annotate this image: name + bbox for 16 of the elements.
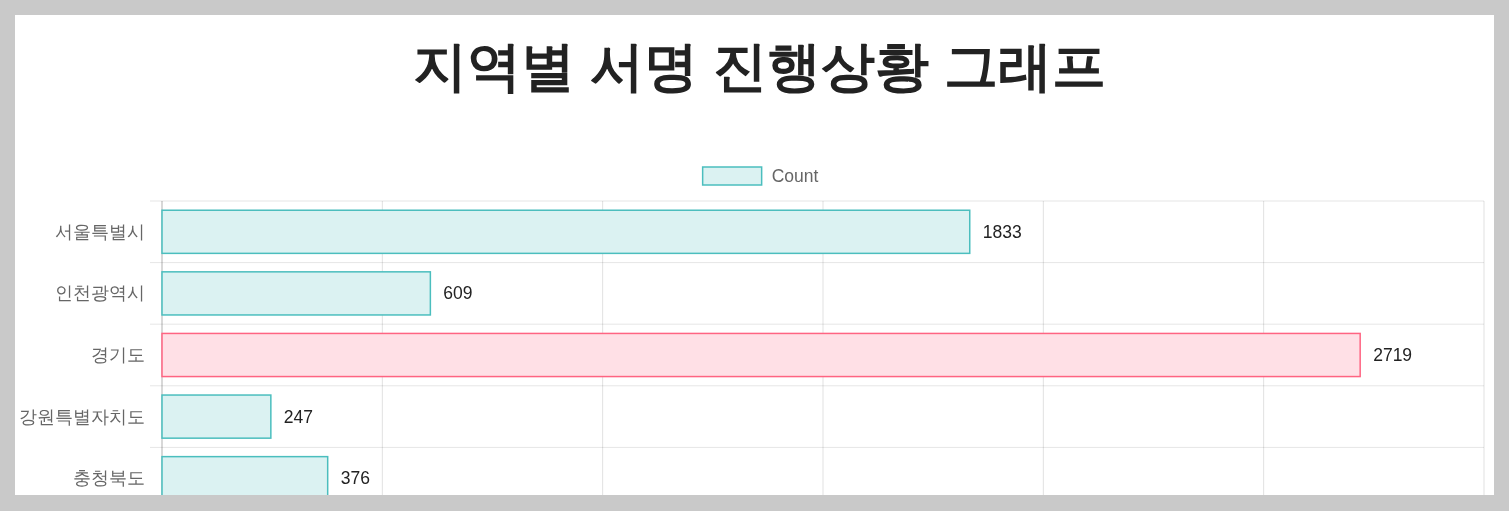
data-label: 2719	[1373, 345, 1413, 365]
bar	[161, 394, 272, 439]
data-label: 247	[283, 406, 314, 427]
bar	[161, 209, 971, 255]
y-tick-label: 충청북도	[73, 468, 145, 489]
data-label: 376	[340, 468, 370, 489]
bar	[161, 271, 432, 316]
data-label: 1833	[982, 221, 1022, 242]
data-label: 609	[443, 283, 473, 304]
y-tick-label: 경기도	[91, 345, 145, 365]
y-tick-label: 인천광역시	[55, 283, 145, 304]
y-tick-label: 강원특별자치도	[19, 406, 145, 427]
bar	[161, 332, 1361, 378]
chart-title: 지역별 서명 진행상황 그래프	[413, 36, 1107, 96]
y-tick-label: 서울특별시	[55, 221, 145, 242]
legend-label: Count	[771, 166, 819, 186]
